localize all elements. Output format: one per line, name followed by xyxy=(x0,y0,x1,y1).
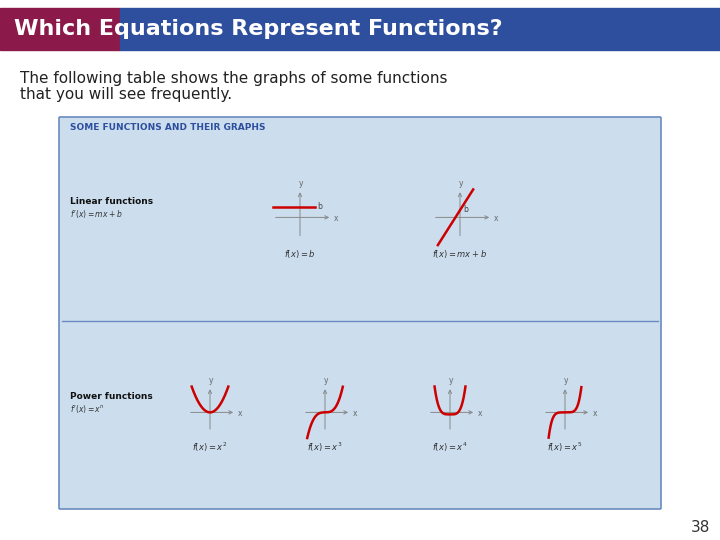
Text: b: b xyxy=(317,202,322,211)
Text: Which Equations Represent Functions?: Which Equations Represent Functions? xyxy=(14,19,503,39)
Text: y: y xyxy=(299,179,303,188)
Text: y: y xyxy=(459,179,463,188)
Text: b: b xyxy=(463,205,468,214)
Text: x: x xyxy=(593,409,598,418)
Text: x: x xyxy=(494,214,498,223)
Text: x: x xyxy=(238,409,243,418)
Text: y: y xyxy=(324,376,328,386)
Text: y: y xyxy=(449,376,454,386)
Bar xyxy=(0,8,120,50)
Text: $f(x) = x^4$: $f(x) = x^4$ xyxy=(432,441,468,454)
Text: x: x xyxy=(334,214,338,223)
Text: The following table shows the graphs of some functions: The following table shows the graphs of … xyxy=(20,71,448,85)
Text: SOME FUNCTIONS AND THEIR GRAPHS: SOME FUNCTIONS AND THEIR GRAPHS xyxy=(70,124,266,132)
Text: x: x xyxy=(478,409,482,418)
Text: $f(x) = x^2$: $f(x) = x^2$ xyxy=(192,441,228,454)
Text: that you will see frequently.: that you will see frequently. xyxy=(20,86,232,102)
Text: Linear functions: Linear functions xyxy=(70,197,153,206)
Text: $f(x) = x^5$: $f(x) = x^5$ xyxy=(547,441,582,454)
FancyBboxPatch shape xyxy=(59,117,661,509)
Text: $f(x) = mx + b$: $f(x) = mx + b$ xyxy=(433,248,487,260)
Text: $f(x) = x^3$: $f(x) = x^3$ xyxy=(307,441,343,454)
Text: y: y xyxy=(564,376,568,386)
Text: $f'(x) = x^n$: $f'(x) = x^n$ xyxy=(70,403,105,415)
Text: Power functions: Power functions xyxy=(70,392,153,401)
Bar xyxy=(120,8,720,50)
Text: 38: 38 xyxy=(690,521,710,536)
Text: $f'(x) = mx + b$: $f'(x) = mx + b$ xyxy=(70,208,122,220)
Text: $f(x) = b$: $f(x) = b$ xyxy=(284,248,316,260)
Text: y: y xyxy=(209,376,213,386)
Text: x: x xyxy=(353,409,358,418)
